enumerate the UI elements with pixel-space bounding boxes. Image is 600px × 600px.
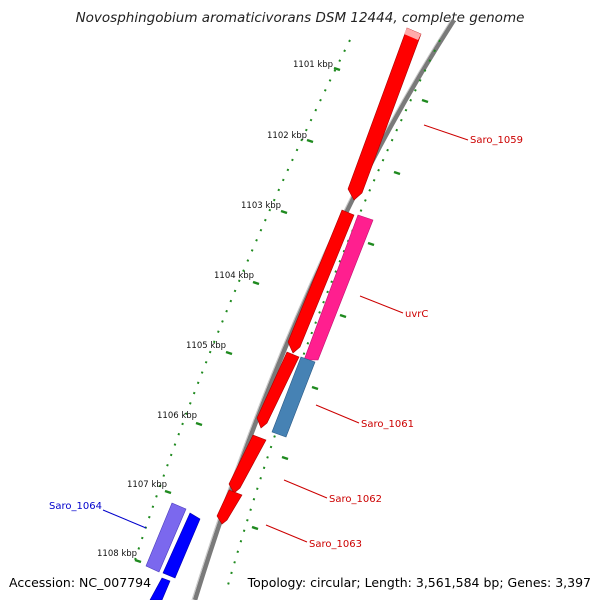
major-ticks-right bbox=[251, 98, 429, 531]
gene-label-saro-1064[interactable]: Saro_1064 bbox=[49, 501, 102, 512]
feature-uvrC[interactable] bbox=[303, 214, 374, 361]
gene-label-saro-1062[interactable]: Saro_1062 bbox=[329, 494, 382, 505]
accession-text: Accession: NC_007794 bbox=[9, 575, 152, 590]
major-ticks-left bbox=[134, 66, 341, 564]
map-title: Novosphingobium aromaticivorans DSM 1244… bbox=[75, 10, 525, 26]
genome-summary-text: Topology: circular; Length: 3,561,584 bp… bbox=[247, 575, 591, 590]
tick-label: 1103 kbp bbox=[241, 201, 281, 211]
tick-label: 1102 kbp bbox=[267, 131, 307, 141]
feature-reverse-cds[interactable] bbox=[162, 512, 201, 579]
tick-label: 1108 kbp bbox=[97, 549, 137, 559]
label-leaders-red bbox=[265, 124, 469, 543]
feature-saro-1061[interactable] bbox=[271, 356, 316, 438]
gene-label-saro-1061[interactable]: Saro_1061 bbox=[361, 419, 414, 430]
feature-saro-1062[interactable] bbox=[228, 434, 267, 494]
feature-saro-1064[interactable] bbox=[145, 502, 187, 573]
feature-saro-1059-cap bbox=[404, 28, 421, 40]
gene-label-uvrC[interactable]: uvrC bbox=[405, 309, 428, 320]
tick-label: 1107 kbp bbox=[127, 480, 167, 490]
tick-label: 1104 kbp bbox=[214, 271, 254, 281]
tick-label: 1106 kbp bbox=[157, 411, 197, 421]
gene-label-saro-1059[interactable]: Saro_1059 bbox=[470, 135, 523, 146]
feature-reverse-cds-lower[interactable] bbox=[149, 577, 171, 600]
gene-label-saro-1063[interactable]: Saro_1063 bbox=[309, 539, 362, 550]
tick-label: 1101 kbp bbox=[293, 60, 333, 70]
label-leader-blue bbox=[102, 509, 147, 529]
feature-saro-1061-upstream[interactable] bbox=[256, 351, 300, 429]
feature-saro-1059[interactable] bbox=[347, 27, 422, 201]
feature-uvrC-upstream[interactable] bbox=[287, 209, 355, 354]
tick-label: 1105 kbp bbox=[186, 341, 226, 351]
feature-saro-1063[interactable] bbox=[216, 489, 243, 525]
